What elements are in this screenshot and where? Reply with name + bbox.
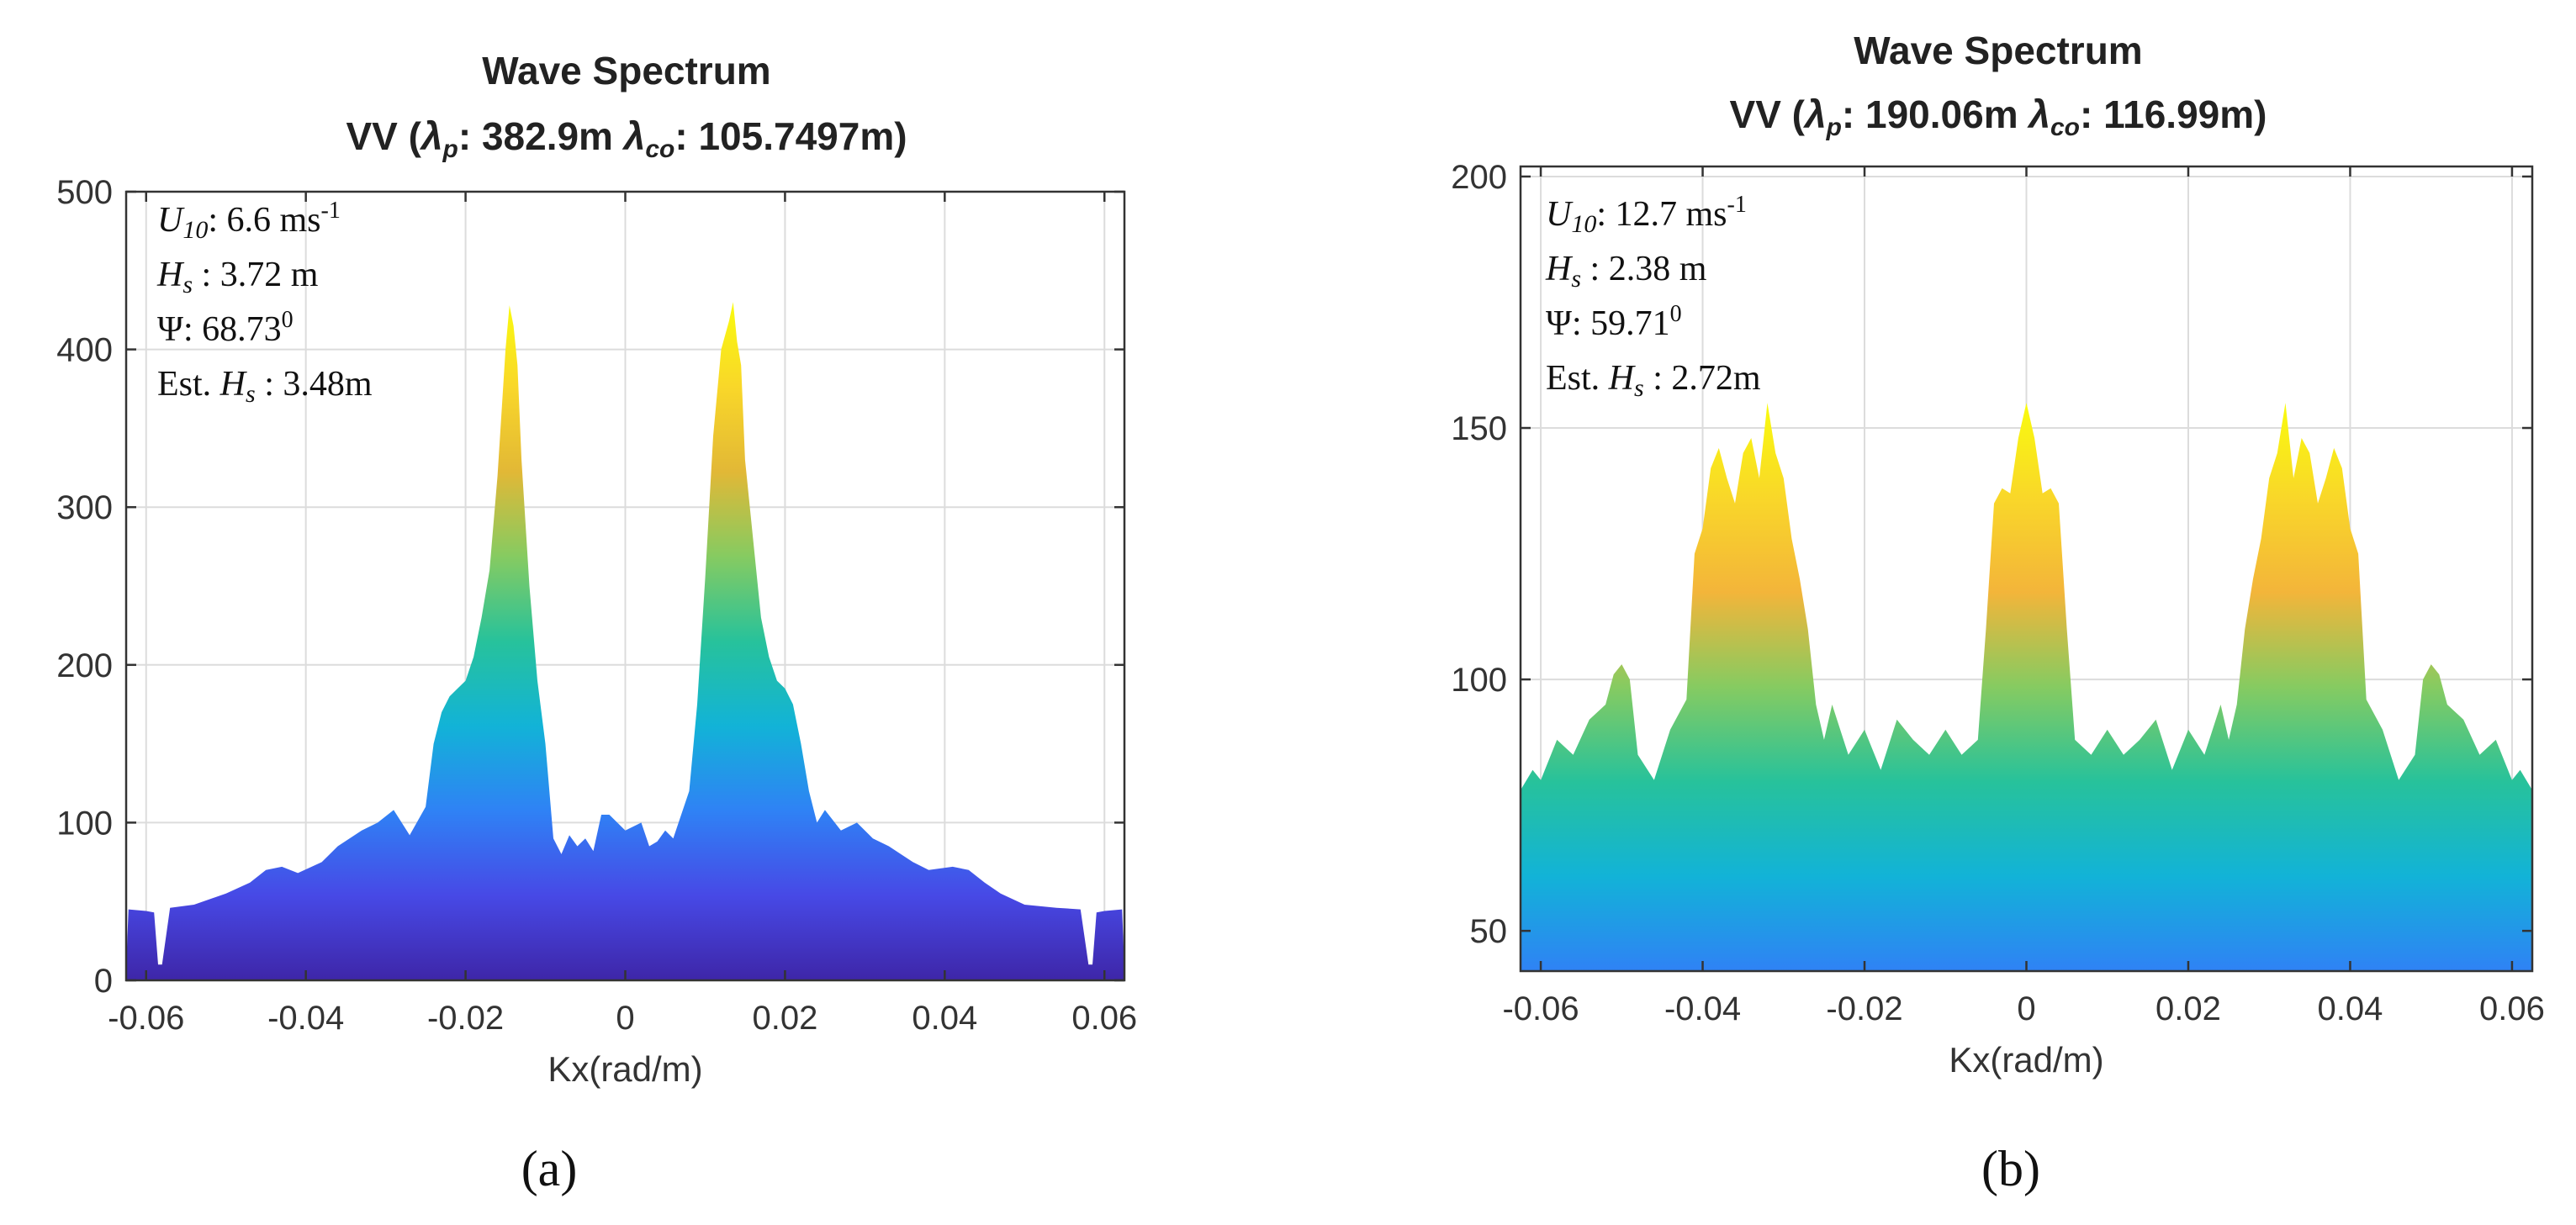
- x-tick-label: -0.04: [1664, 990, 1741, 1027]
- chart-a-subtitle: VV (λp: 382.9m λco: 105.7497m): [346, 114, 907, 163]
- x-tick-label: 0.02: [2155, 990, 2221, 1027]
- y-tick-label: 0: [94, 963, 113, 1000]
- chart-b-subtitle: VV (λp: 190.06m λco: 116.99m): [1730, 92, 2267, 141]
- y-tick-label: 300: [56, 489, 113, 526]
- chart-b-annotation-u10: U10: 12.7 ms-1: [1546, 192, 1747, 238]
- y-tick-label: 200: [56, 647, 113, 684]
- panel-b-caption: (b): [1981, 1141, 2040, 1196]
- chart-b-annotation-hs: Hs : 2.38 m: [1545, 250, 1707, 293]
- y-tick-label: 400: [56, 332, 113, 369]
- x-tick-label: -0.02: [1826, 990, 1902, 1027]
- x-tick-label: -0.02: [427, 1000, 504, 1037]
- x-tick-label: 0.02: [752, 1000, 817, 1037]
- chart-a-title: Wave Spectrum: [482, 49, 770, 92]
- chart-b-title: Wave Spectrum: [1854, 29, 2142, 72]
- chart-a-annotation-est-hs: Est. Hs : 3.48m: [157, 365, 373, 408]
- x-tick-label: -0.06: [1502, 990, 1579, 1027]
- chart-panel-a: Wave Spectrum VV (λp: 382.9m λco: 105.74…: [56, 49, 1137, 1196]
- x-tick-label: 0: [2017, 990, 2035, 1027]
- chart-a-x-axis-label: Kx(rad/m): [547, 1049, 702, 1089]
- chart-a-ticks: -0.06 -0.04 -0.02 0 0.02 0.04 0.06 0 100 200 300 40…: [56, 174, 1137, 1037]
- y-tick-label: 50: [1470, 913, 1508, 950]
- x-tick-label: 0: [616, 1000, 634, 1037]
- x-tick-label: 0.04: [2318, 990, 2383, 1027]
- y-tick-label: 150: [1451, 410, 1507, 447]
- y-tick-label: 500: [56, 174, 113, 211]
- chart-b-annotations: U10: 12.7 ms-1 Hs : 2.38 m Ψ: 59.710 Est…: [1545, 192, 1761, 402]
- y-tick-label: 100: [1451, 662, 1507, 699]
- chart-b-x-axis-label: Kx(rad/m): [1949, 1040, 2103, 1080]
- chart-a-annotation-hs: Hs : 3.72 m: [156, 256, 319, 298]
- x-tick-label: -0.06: [108, 1000, 184, 1037]
- chart-a-annotation-u10: U10: 6.6 ms-1: [157, 198, 341, 244]
- chart-b-annotation-est-hs: Est. Hs : 2.72m: [1546, 359, 1761, 402]
- x-tick-label: -0.04: [267, 1000, 344, 1037]
- x-tick-label: 0.06: [2479, 990, 2545, 1027]
- panel-a-caption: (a): [521, 1141, 578, 1196]
- y-tick-label: 100: [56, 805, 113, 842]
- x-tick-label: 0.06: [1071, 1000, 1137, 1037]
- x-tick-label: 0.04: [912, 1000, 977, 1037]
- chart-a-spectrum-area: [126, 302, 1124, 980]
- chart-a-annotations: U10: 6.6 ms-1 Hs : 3.72 m Ψ: 68.730 Est.…: [156, 198, 373, 408]
- chart-b-annotation-psi: Ψ: 59.710: [1546, 301, 1682, 343]
- chart-a-annotation-psi: Ψ: 68.730: [157, 307, 294, 349]
- chart-panel-b: Wave Spectrum VV (λp: 190.06m λco: 116.9…: [1451, 29, 2545, 1196]
- y-tick-label: 200: [1451, 159, 1507, 196]
- chart-b-spectrum-area: [1521, 403, 2532, 972]
- chart-b-ticks: -0.06 -0.04 -0.02 0 0.02 0.04 0.06 50 100 150 200: [1451, 159, 2545, 1027]
